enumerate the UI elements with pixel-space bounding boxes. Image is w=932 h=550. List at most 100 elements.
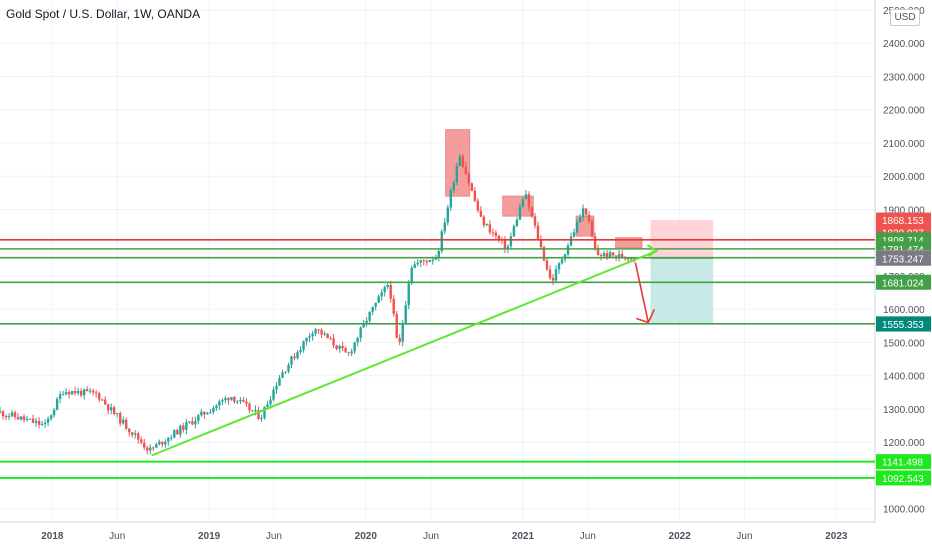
candle-body [22,416,26,420]
candle-body [611,252,615,256]
price-label-tag [876,470,931,486]
candle-body [461,156,465,167]
candle-body [206,413,209,415]
y-tick-label: 1600.000 [883,305,925,316]
candle-body [314,329,317,334]
candle-body [13,412,17,418]
price-label-text: 1681.024 [882,278,924,289]
candle-body [128,428,131,433]
candle-body [359,327,362,338]
currency-button[interactable]: USD [890,9,920,26]
candle-body [91,390,95,393]
candle-body [119,413,122,424]
candle-body [479,210,483,217]
candle-body [518,206,522,220]
candle-body [179,425,182,435]
candle-body [629,258,633,260]
candle-body [404,305,407,324]
x-tick-label: Jun [423,531,439,542]
candle-body [158,441,161,445]
candle-body [269,399,272,405]
candle-body [61,394,65,396]
price-label-text: 1808.714 [882,236,924,247]
candle-body [4,416,8,418]
y-tick-label: 2300.000 [883,72,925,83]
candle-body [575,222,579,233]
candle-body [164,441,167,445]
candle-body [103,399,107,405]
candle-body [116,413,119,415]
candle-body [506,246,510,250]
candle-body [398,337,401,342]
candle-body [335,345,338,349]
candle-body [419,260,422,263]
candle-body [293,356,296,359]
y-tick-label: 2200.000 [883,106,925,117]
candle-body [40,423,44,425]
highlight-box [502,195,534,217]
candle-body [566,245,570,255]
price-label-tag [876,454,931,470]
candle-body [521,198,525,207]
candle-body [569,236,573,246]
candle-body [563,254,567,260]
candle-body [431,259,434,261]
candle-body [230,396,233,401]
candle-body [167,437,170,442]
candle-body [350,351,353,354]
candle-body [548,269,552,278]
x-tick-label: 2023 [825,531,848,542]
candle-body [470,183,474,191]
candle-body [106,404,110,411]
candle-body [140,439,143,443]
candle-body [425,261,428,263]
candle-body [491,232,495,234]
candle-body [221,400,224,402]
candle-body [578,217,582,223]
candle-body [389,284,392,299]
candle-body [545,260,549,270]
candle-body [455,165,459,183]
candle-body [311,333,314,337]
candle-body [278,377,281,386]
candle-body [97,393,101,400]
candle-body [215,405,218,409]
y-tick-label: 2000.000 [883,172,925,183]
candle-body [347,352,350,354]
x-tick-label: 2020 [355,531,378,542]
candle-body [260,417,263,419]
candle-body [284,371,287,373]
candle-body [109,407,113,411]
candle-body [25,419,29,421]
candle-body [329,338,332,340]
candle-body [485,224,489,226]
candle-body [58,394,62,399]
candle-body [224,398,227,401]
candle-body [266,404,269,408]
candle-body [131,432,134,435]
candle-body [263,407,266,418]
candle-body [161,441,164,445]
candle-body [19,416,23,420]
candle-body [467,174,471,184]
candle-body [527,194,531,208]
candle-body [113,407,116,415]
candle-body [413,264,416,268]
candle-body [52,409,56,416]
candle-body [149,447,152,451]
candle-body [608,252,612,258]
candle-body [593,236,597,250]
candle-body [272,389,275,400]
candle-body [407,283,410,306]
candle-body [55,398,59,410]
candle-body [100,399,104,401]
candle-body [43,422,47,424]
candle-body [410,267,413,284]
candle-body [602,253,606,257]
bearish-arrow [634,262,650,323]
candle-body [551,277,555,281]
candle-body [239,399,242,402]
plot-area [0,0,875,522]
candle-body [416,262,419,265]
